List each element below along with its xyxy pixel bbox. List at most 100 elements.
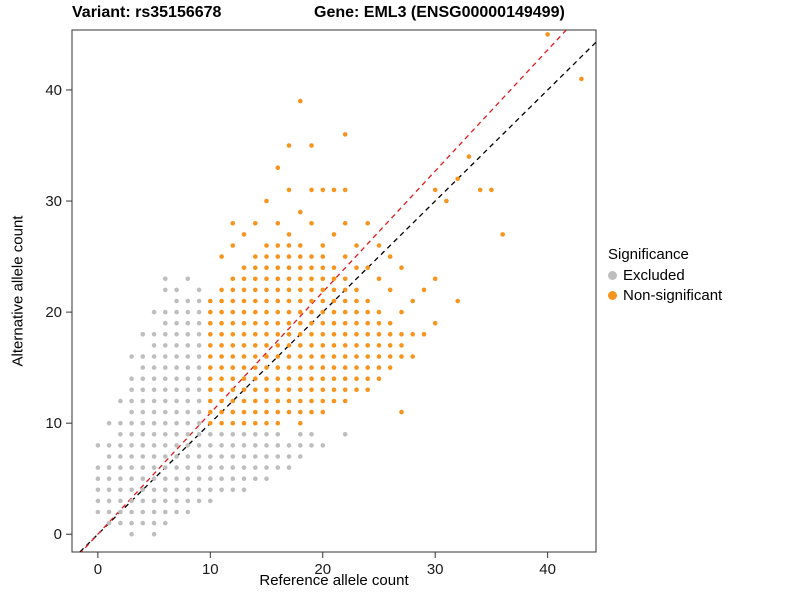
- data-point: [298, 332, 303, 337]
- data-point: [365, 332, 371, 337]
- data-point: [230, 465, 236, 470]
- data-point: [309, 254, 314, 259]
- data-point: [196, 309, 202, 315]
- data-point: [163, 276, 168, 282]
- data-point: [163, 343, 168, 348]
- data-point: [174, 409, 179, 415]
- legend-item-excluded: Excluded: [608, 266, 722, 284]
- data-point: [387, 320, 393, 326]
- data-point: [163, 443, 168, 448]
- data-point: [331, 387, 337, 393]
- data-point: [151, 520, 157, 526]
- data-point: [140, 454, 146, 459]
- data-point: [196, 387, 202, 393]
- data-point: [151, 509, 157, 515]
- data-point: [275, 465, 281, 470]
- data-point: [196, 287, 202, 293]
- data-point: [95, 509, 101, 515]
- data-point: [129, 487, 134, 493]
- data-point: [185, 276, 191, 282]
- data-point: [286, 187, 292, 193]
- data-point: [320, 187, 326, 193]
- data-point: [275, 387, 281, 393]
- data-point: [309, 387, 314, 393]
- data-point: [219, 354, 224, 359]
- data-point: [140, 476, 146, 482]
- data-point: [140, 520, 146, 526]
- data-point: [174, 465, 179, 470]
- data-point: [253, 276, 258, 282]
- data-point: [342, 309, 348, 315]
- data-point: [286, 309, 292, 315]
- legend: Significance Excluded Non-significant: [608, 246, 722, 306]
- data-point: [365, 387, 371, 393]
- data-point: [298, 320, 303, 326]
- data-point: [118, 465, 123, 470]
- data-point: [219, 343, 224, 348]
- data-point: [208, 309, 213, 315]
- data-point: [196, 409, 202, 415]
- data-point: [399, 332, 404, 337]
- data-point: [309, 309, 314, 315]
- data-point: [387, 343, 393, 348]
- data-point: [219, 454, 224, 459]
- data-point: [230, 376, 236, 382]
- data-point: [208, 343, 213, 348]
- data-point: [118, 432, 123, 437]
- data-point: [331, 365, 337, 370]
- data-point: [432, 320, 438, 326]
- data-point: [376, 376, 382, 382]
- data-point: [151, 354, 157, 359]
- series-excluded: [95, 276, 348, 537]
- data-point: [208, 365, 213, 370]
- data-point: [163, 320, 168, 326]
- data-point: [298, 387, 303, 393]
- data-point: [185, 343, 191, 348]
- data-point: [230, 309, 236, 315]
- data-point: [331, 398, 337, 404]
- data-point: [174, 354, 179, 359]
- data-point: [219, 320, 224, 326]
- data-point: [354, 320, 359, 326]
- data-point: [331, 354, 337, 359]
- data-point: [196, 320, 202, 326]
- data-point: [309, 365, 314, 370]
- y-tick-label: 20: [45, 304, 62, 321]
- data-point: [151, 343, 157, 348]
- data-point: [275, 254, 281, 259]
- data-point: [320, 376, 326, 382]
- data-point: [365, 298, 371, 304]
- data-point: [163, 354, 168, 359]
- data-point: [298, 265, 303, 271]
- data-point: [196, 487, 202, 493]
- data-point: [241, 454, 247, 459]
- data-point: [320, 332, 326, 337]
- data-point: [140, 365, 146, 370]
- data-point: [298, 376, 303, 382]
- data-point: [241, 409, 247, 415]
- data-point: [253, 332, 258, 337]
- data-point: [354, 243, 359, 248]
- data-point: [129, 443, 134, 448]
- data-point: [208, 476, 213, 482]
- data-point: [354, 309, 359, 315]
- data-point: [387, 332, 393, 337]
- legend-label-excluded: Excluded: [623, 266, 685, 284]
- data-point: [129, 376, 134, 382]
- data-point: [275, 443, 281, 448]
- data-point: [185, 409, 191, 415]
- data-point: [151, 420, 157, 426]
- data-point: [253, 409, 258, 415]
- data-point: [163, 332, 168, 337]
- data-point: [309, 276, 314, 282]
- series-non-significant: [208, 32, 584, 426]
- data-point: [477, 187, 483, 193]
- data-point: [163, 498, 168, 504]
- data-point: [320, 287, 326, 293]
- data-point: [230, 454, 236, 459]
- data-point: [264, 354, 269, 359]
- data-point: [174, 332, 179, 337]
- data-point: [275, 454, 281, 459]
- data-point: [579, 76, 584, 82]
